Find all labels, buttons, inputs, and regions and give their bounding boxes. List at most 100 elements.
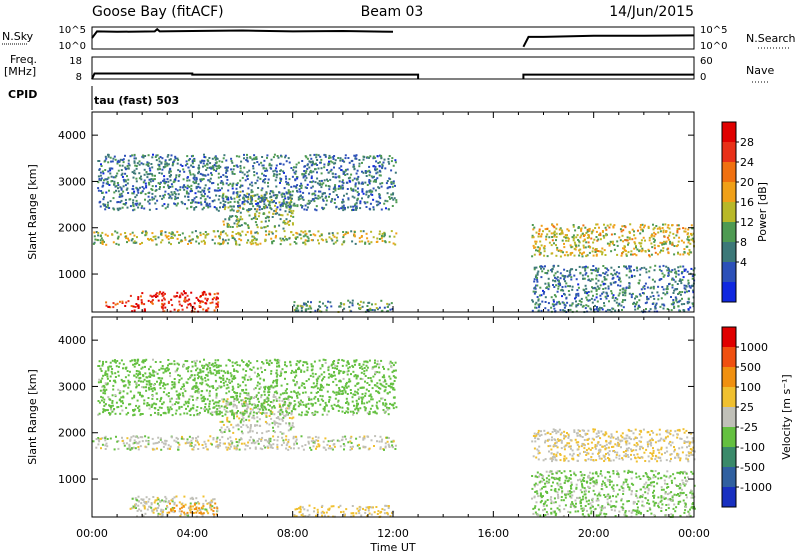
colorbar-tick-5: -100 <box>740 441 765 454</box>
time-tick-5: 20:00 <box>578 527 610 540</box>
freq-panel: Freq. [MHz] 18 8 60 0 Nave <box>4 53 774 83</box>
power-ylabel: Slant Range [km] <box>26 164 39 260</box>
freq-panel-frame <box>91 56 695 80</box>
heatmap-region-4 <box>217 395 295 435</box>
colorbar-swatch-5 <box>722 387 736 407</box>
station-title: Goose Bay (fitACF) <box>92 4 224 20</box>
noise-right-tick-bottom: 10^0 <box>700 41 727 52</box>
colorbar-tick-5: 8 <box>740 236 747 249</box>
colorbar-swatch-6 <box>722 162 736 182</box>
nave-tick-bottom: 0 <box>700 72 706 83</box>
colorbar-swatch-1 <box>722 467 736 487</box>
noise-series <box>91 27 695 48</box>
colorbar-tick-2: 100 <box>740 381 761 394</box>
colorbar-tick-6: 4 <box>740 256 747 269</box>
colorbar-swatch-2 <box>722 447 736 467</box>
colorbar-tick-0: 1000 <box>740 341 768 354</box>
ytick-label-1: 3000 <box>58 380 86 393</box>
colorbar-swatch-3 <box>722 427 736 447</box>
freq-tick-top: 18 <box>69 56 82 67</box>
noise-left-tick-top: 10^5 <box>59 25 86 36</box>
ytick-label-0: 4000 <box>58 334 86 347</box>
colorbar-tick-7: -1000 <box>740 481 772 494</box>
power-colorbar-label: Power [dB] <box>756 182 769 242</box>
power-panel: Slant Range [km] 4000 3000 2000 1000 28 24 20… <box>26 111 769 314</box>
heatmap-region-7 <box>531 469 696 518</box>
freq-label-line1: Freq. <box>10 53 37 66</box>
colorbar-tick-0: 28 <box>740 136 754 149</box>
velocity-ylabel: Slant Range [km] <box>26 369 39 465</box>
beam-title: Beam 03 <box>361 4 424 20</box>
ytick-label-0: 4000 <box>58 129 86 142</box>
velocity-xticks <box>91 317 695 517</box>
heatmap-region-2 <box>129 495 219 518</box>
colorbar-tick-2: 20 <box>740 176 754 189</box>
colorbar-tick-3: 16 <box>740 196 754 209</box>
colorbar-swatch-7 <box>722 142 736 162</box>
heatmap-region-3 <box>105 300 130 309</box>
time-tick-3: 12:00 <box>377 527 409 540</box>
velocity-data <box>92 358 696 518</box>
colorbar-swatch-7 <box>722 347 736 367</box>
velocity-panel-frame <box>91 316 695 518</box>
time-tick-6: 00:00 <box>678 527 710 540</box>
heatmap-region-7 <box>531 264 696 314</box>
heatmap-region-5 <box>97 358 398 417</box>
colorbar-tick-3: 25 <box>740 401 754 414</box>
noise-left-tick-bottom: 10^0 <box>59 41 86 52</box>
freq-tick-bottom: 8 <box>76 72 82 83</box>
line-segment-0 <box>91 27 394 39</box>
line-segment-1 <box>522 34 695 48</box>
power-data <box>92 153 696 314</box>
power-yticks: 4000 3000 2000 1000 <box>58 129 694 281</box>
colorbar-swatch-6 <box>722 367 736 387</box>
heatmap-region-1 <box>293 504 395 518</box>
colorbar-tick-4: 12 <box>740 216 754 229</box>
heatmap-region-0 <box>92 230 398 246</box>
colorbar-swatch-5 <box>722 182 736 202</box>
colorbar-swatch-1 <box>722 262 736 282</box>
cpid-label: CPID <box>8 88 37 101</box>
colorbar-swatch-4 <box>722 407 736 427</box>
colorbar-swatch-3 <box>722 222 736 242</box>
time-tick-1: 04:00 <box>176 527 208 540</box>
cpid-program: tau (fast) 503 <box>94 94 179 107</box>
velocity-yticks: 4000 3000 2000 1000 <box>58 334 694 486</box>
colorbar-swatch-8 <box>722 122 736 142</box>
velocity-colorbar: 1000 500 100 25 -25 -100 -500 -1000 <box>721 326 772 508</box>
heatmap-region-2 <box>129 290 220 313</box>
time-axis-labels: 00:00 04:00 08:00 12:00 16:00 20:00 00:00 <box>76 527 710 540</box>
heatmap-region-3 <box>168 502 219 516</box>
freq-label-line2: [MHz] <box>4 65 36 78</box>
colorbar-swatch-0 <box>722 487 736 507</box>
time-tick-2: 08:00 <box>277 527 309 540</box>
noise-panel: N.Sky 10^5 10^0 10^5 10^0 N.Search <box>2 25 796 52</box>
heatmap-region-5 <box>97 153 398 212</box>
freq-series <box>91 72 694 80</box>
colorbar-tick-1: 500 <box>740 361 761 374</box>
colorbar-swatch-8 <box>722 327 736 347</box>
time-tick-4: 16:00 <box>477 527 509 540</box>
heatmap-region-1 <box>293 299 394 313</box>
ytick-label-3: 1000 <box>58 473 86 486</box>
ytick-label-1: 3000 <box>58 175 86 188</box>
heatmap-region-0 <box>92 435 397 451</box>
ytick-label-3: 1000 <box>58 268 86 281</box>
nave-label: Nave <box>746 64 774 77</box>
heatmap-region-6 <box>531 223 695 258</box>
colorbar-tick-6: -500 <box>740 461 765 474</box>
colorbar-tick-1: 24 <box>740 156 754 169</box>
colorbar-swatch-0 <box>722 282 736 302</box>
line-segment-1 <box>522 73 694 79</box>
colorbar-tick-4: -25 <box>740 421 758 434</box>
nave-tick-top: 60 <box>700 56 713 67</box>
line-segment-0 <box>91 72 420 80</box>
colorbar-swatch-2 <box>722 242 736 262</box>
time-axis-title: Time UT <box>369 541 415 554</box>
noise-right-label: N.Search <box>746 32 796 45</box>
ytick-label-2: 2000 <box>58 427 86 440</box>
time-tick-0: 00:00 <box>76 527 108 540</box>
colorbar-swatch-4 <box>722 202 736 222</box>
power-panel-frame <box>91 111 695 313</box>
